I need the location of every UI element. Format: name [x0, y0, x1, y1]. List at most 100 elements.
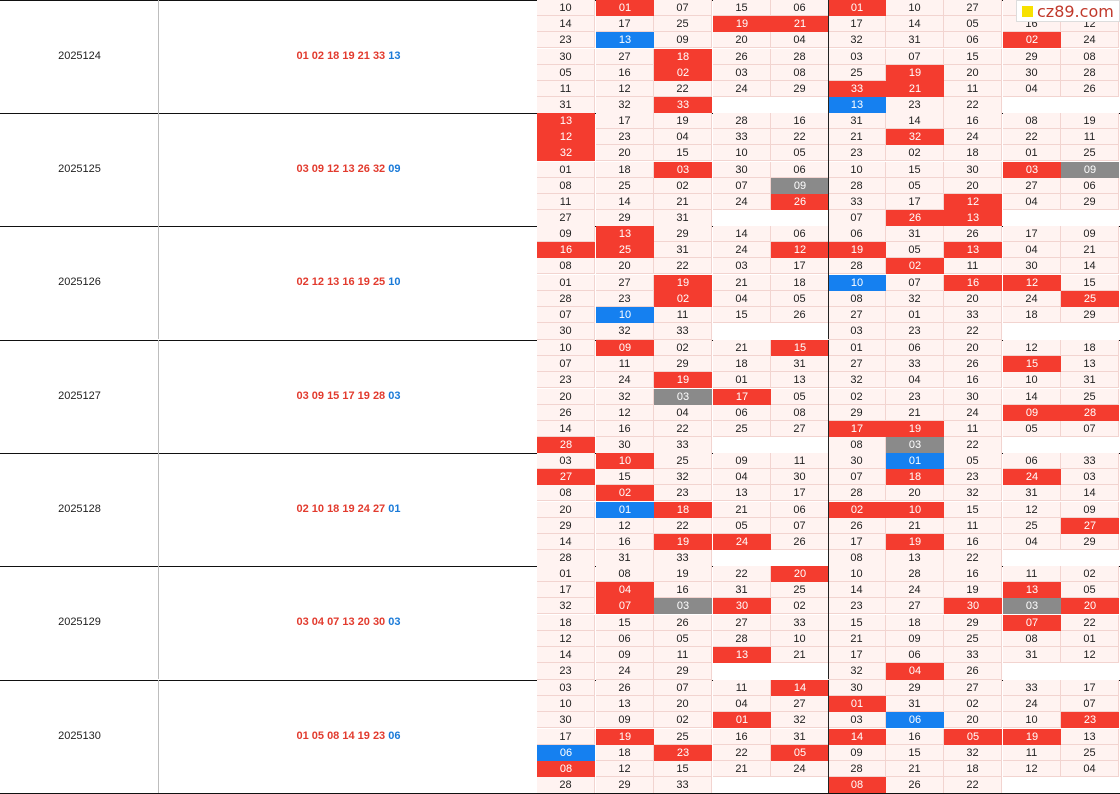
grid-cell: 06: [1061, 178, 1119, 194]
period-number: 2025129: [58, 616, 101, 628]
period-number: 2025124: [58, 50, 101, 62]
grid-cell: 24: [1061, 32, 1119, 48]
grid-cell: 28: [828, 761, 886, 777]
grid-cell: 04: [1003, 242, 1061, 258]
grid-cell: 04: [771, 32, 829, 48]
grid-cell: 15: [886, 162, 944, 178]
grid-cell: [1061, 437, 1119, 454]
grid-cell: 11: [596, 356, 654, 372]
grid-cell: 07: [886, 49, 944, 65]
grid-cell: 26: [886, 210, 944, 227]
grid-cell: 33: [654, 437, 712, 454]
grid-cell: 18: [886, 615, 944, 631]
grid-cell: 19: [654, 534, 712, 550]
grid-cell: 13: [713, 647, 771, 663]
grid-cell: 31: [596, 550, 654, 567]
grid-cell: 04: [886, 372, 944, 388]
grid-cell: 23: [596, 129, 654, 145]
blue-ball: 13: [388, 50, 401, 62]
grid-cell: 21: [1061, 242, 1119, 258]
grid-cell: [1061, 97, 1119, 114]
grid-cell: 26: [944, 663, 1002, 680]
grid-cell: 14: [886, 16, 944, 32]
grid-cell: [1061, 777, 1119, 794]
period-column: [0, 113, 159, 226]
grid-cell: 14: [1003, 389, 1061, 405]
grid-cell: [1061, 210, 1119, 227]
grid-cell: 26: [654, 615, 712, 631]
grid-cell: 11: [771, 453, 829, 469]
grid-cell: 31: [771, 356, 829, 372]
winning-numbers: 03 09 15 17 19 28 03: [160, 390, 537, 402]
grid-cell: 20: [596, 258, 654, 274]
grid-cell: 09: [713, 453, 771, 469]
grid-cell: 10: [537, 0, 595, 16]
grid-cell: 19: [944, 582, 1002, 598]
grid-cell: 30: [1003, 258, 1061, 274]
grid-cell: 06: [771, 226, 829, 242]
grid-cell: 05: [771, 745, 829, 761]
grid-cell: 05: [944, 16, 1002, 32]
grid-cell: 10: [596, 307, 654, 323]
grid-cell: 04: [1003, 81, 1061, 97]
grid-cell: 24: [944, 405, 1002, 421]
site-logo[interactable]: cz89.com: [1016, 0, 1120, 22]
grid-cell: 30: [713, 598, 771, 614]
grid-cell: 12: [1003, 761, 1061, 777]
grid-cell: 17: [1061, 680, 1119, 696]
grid-cell: 11: [537, 194, 595, 210]
grid-cell: 02: [828, 389, 886, 405]
grid-cell: 01: [596, 502, 654, 518]
grid-cell: 14: [537, 16, 595, 32]
grid-cell: 32: [944, 745, 1002, 761]
grid-cell: 09: [1061, 502, 1119, 518]
grid-cell: 12: [596, 518, 654, 534]
grid-cell: [1003, 777, 1061, 794]
grid-cell: 28: [771, 49, 829, 65]
grid-cell: 12: [1061, 647, 1119, 663]
grid-cell: 03: [1061, 469, 1119, 485]
grid-cell: 09: [886, 631, 944, 647]
grid-cell: 31: [828, 113, 886, 129]
grid-divider: [828, 0, 829, 113]
grid-cell: 28: [1061, 65, 1119, 81]
grid-cell: 33: [944, 647, 1002, 663]
grid-cell: 18: [1061, 340, 1119, 356]
grid-cell: 07: [771, 518, 829, 534]
grid-cell: 12: [537, 129, 595, 145]
grid-cell: 05: [713, 518, 771, 534]
grid-cell: 18: [596, 745, 654, 761]
grid-cell: 05: [771, 145, 829, 161]
grid-cell: 27: [1061, 518, 1119, 534]
grid-cell: 15: [944, 49, 1002, 65]
grid-cell: [713, 550, 771, 567]
grid-cell: 07: [886, 275, 944, 291]
winning-numbers: 03 04 07 13 20 30 03: [160, 616, 537, 628]
grid-cell: 15: [713, 307, 771, 323]
grid-cell: 01: [537, 162, 595, 178]
grid-cell: 24: [713, 242, 771, 258]
grid-cell: 05: [944, 453, 1002, 469]
grid-cell: 32: [596, 97, 654, 114]
grid-cell: 03: [1003, 598, 1061, 614]
grid-cell: 31: [713, 582, 771, 598]
grid-cell: 22: [1003, 129, 1061, 145]
grid-cell: 27: [886, 598, 944, 614]
grid-cell: 21: [771, 16, 829, 32]
grid-cell: 13: [886, 550, 944, 567]
grid-cell: 13: [771, 372, 829, 388]
grid-cell: 26: [1061, 81, 1119, 97]
grid-cell: 33: [944, 307, 1002, 323]
grid-cell: 12: [596, 81, 654, 97]
grid-cell: 07: [713, 178, 771, 194]
grid-cell: 33: [654, 97, 712, 114]
grid-cell: 11: [654, 307, 712, 323]
grid-cell: 23: [537, 663, 595, 680]
grid-cell: 20: [944, 65, 1002, 81]
grid-cell: 15: [771, 340, 829, 356]
red-balls: 03 09 15 17 19 28: [296, 390, 386, 402]
grid-cell: 10: [828, 275, 886, 291]
grid-cell: 03: [654, 162, 712, 178]
grid-cell: 31: [1003, 647, 1061, 663]
grid-cell: 07: [1061, 696, 1119, 712]
